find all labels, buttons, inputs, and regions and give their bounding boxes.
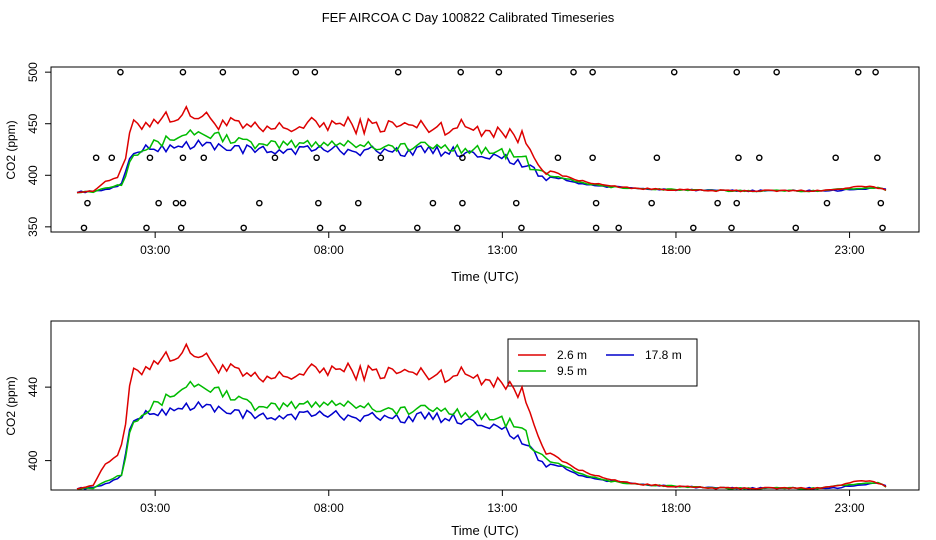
- chart-title: FEF AIRCOA C Day 100822 Calibrated Times…: [322, 10, 615, 25]
- legend-label-17-8m: 17.8 m: [645, 348, 682, 362]
- flag-marker: [518, 224, 525, 232]
- flag-marker: [143, 224, 150, 232]
- flag-marker: [690, 224, 697, 232]
- flag-marker: [179, 154, 187, 162]
- flag-marker: [728, 224, 735, 232]
- flag-marker: [792, 224, 800, 232]
- flag-marker: [316, 224, 324, 232]
- flag-marker: [240, 224, 247, 232]
- x-tick-label-bottom: 18:00: [661, 501, 691, 515]
- flag-marker: [354, 199, 362, 207]
- flag-marker: [648, 199, 655, 207]
- flag-marker: [313, 154, 320, 162]
- legend-label-2-6m: 2.6 m: [557, 348, 587, 362]
- flag-marker: [92, 154, 100, 162]
- flag-marker: [854, 68, 862, 76]
- flag-marker: [271, 154, 279, 162]
- flag-marker: [179, 68, 187, 76]
- x-tick-label-top: 23:00: [835, 243, 865, 257]
- flag-marker: [589, 154, 596, 162]
- flag-marker: [592, 224, 600, 232]
- flag-marker: [592, 199, 600, 207]
- flag-marker: [429, 199, 437, 207]
- flag-marker: [117, 68, 124, 76]
- flag-marker: [459, 154, 466, 162]
- flag-marker: [714, 199, 721, 207]
- x-tick-label-top: 18:00: [661, 243, 691, 257]
- flag-marker: [832, 154, 839, 162]
- flag-marker: [755, 154, 763, 162]
- flag-marker: [457, 68, 464, 76]
- flag-marker: [733, 199, 741, 207]
- x-tick-label-top: 08:00: [314, 243, 344, 257]
- plot-frame-top: [50, 66, 920, 233]
- flag-marker: [200, 154, 208, 162]
- flag-marker: [589, 68, 596, 76]
- x-tick-label-top: 03:00: [140, 243, 170, 257]
- legend-label-9-5m: 9.5 m: [557, 364, 587, 378]
- flag-marker: [311, 68, 319, 76]
- flag-marker: [146, 154, 154, 162]
- flag-marker: [394, 68, 402, 76]
- flag-marker: [453, 224, 461, 232]
- flag-marker: [177, 224, 185, 232]
- x-tick-label-bottom: 08:00: [314, 501, 344, 515]
- y-tick-label-bottom: 440: [26, 377, 40, 397]
- flag-marker: [773, 68, 780, 76]
- y-tick-label-top: 450: [26, 113, 40, 133]
- flag-marker: [339, 224, 346, 232]
- flag-marker: [670, 68, 678, 76]
- legend-box: [507, 338, 698, 387]
- x-axis-label-top: Time (UTC): [451, 269, 518, 284]
- flag-marker: [256, 199, 263, 207]
- flag-marker: [84, 199, 91, 207]
- series-line-17-8-m-bottom: [76, 400, 887, 490]
- flag-marker: [554, 154, 562, 162]
- flag-marker: [879, 224, 886, 232]
- flag-marker: [219, 68, 227, 76]
- series-line-2-6-m-bottom: [76, 342, 887, 490]
- x-tick-label-bottom: 03:00: [140, 501, 170, 515]
- flag-marker: [874, 154, 881, 162]
- flag-marker: [512, 199, 520, 207]
- flag-marker: [459, 199, 466, 207]
- flag-marker: [179, 199, 187, 207]
- flag-marker: [377, 154, 385, 162]
- flag-marker: [108, 154, 116, 162]
- x-tick-label-bottom: 13:00: [487, 501, 517, 515]
- y-tick-label-bottom: 400: [26, 450, 40, 470]
- x-tick-label-top: 13:00: [487, 243, 517, 257]
- y-tick-label-top: 500: [26, 62, 40, 82]
- series-line-9-5-m-bottom: [76, 380, 887, 490]
- flag-marker: [80, 224, 88, 232]
- flag-marker: [735, 154, 742, 162]
- flag-marker: [570, 68, 577, 76]
- flag-marker: [877, 199, 885, 207]
- y-axis-label-bottom: CO2 (ppm): [4, 376, 18, 435]
- x-tick-label-bottom: 23:00: [835, 501, 865, 515]
- y-tick-label-top: 400: [26, 165, 40, 185]
- x-axis-label-bottom: Time (UTC): [451, 523, 518, 538]
- flag-marker: [823, 199, 831, 207]
- flag-marker: [495, 68, 503, 76]
- series-line-17-8-m-top: [76, 138, 887, 194]
- flag-marker: [413, 224, 421, 232]
- panel-top: CO2 (ppm) Time (UTC): [4, 66, 920, 284]
- flag-marker: [155, 199, 162, 207]
- y-axis-label-top: CO2 (ppm): [4, 120, 18, 179]
- plot-frame-bottom: [50, 320, 920, 491]
- flag-marker: [172, 199, 180, 207]
- y-tick-label-top: 350: [26, 217, 40, 237]
- series-line-2-6-m-top: [76, 105, 887, 194]
- flag-marker: [733, 68, 741, 76]
- flag-marker: [872, 68, 879, 76]
- flag-marker: [292, 68, 300, 76]
- flag-marker: [615, 224, 622, 232]
- flag-marker: [653, 154, 661, 162]
- flag-marker: [315, 199, 322, 207]
- legend: 2.6 m 17.8 m 9.5 m: [507, 338, 698, 387]
- panel-bottom: CO2 (ppm) Time (UTC) 2.6 m 17.8 m 9.5 m: [4, 320, 920, 538]
